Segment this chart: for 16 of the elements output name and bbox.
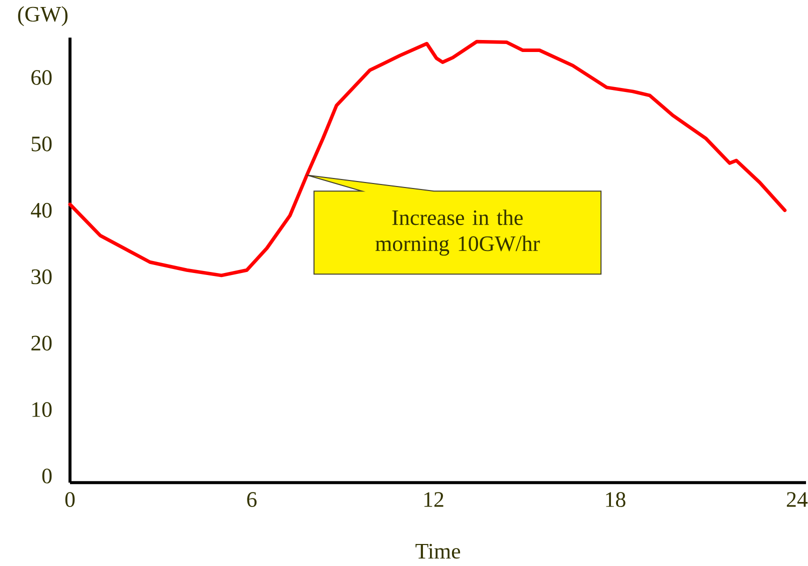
x-tick-label: 6 bbox=[247, 492, 257, 507]
x-axis-title: Time bbox=[416, 544, 460, 559]
y-tick-label: 30 bbox=[32, 269, 52, 284]
y-tick-label: 0 bbox=[42, 468, 52, 484]
y-axis-title: (GW) bbox=[18, 6, 68, 26]
line-series bbox=[68, 40, 787, 278]
x-tick-label: 0 bbox=[65, 492, 75, 508]
annotation: Increase in the morning 10GW/hr bbox=[375, 210, 540, 256]
y-tick-label: 20 bbox=[31, 336, 52, 351]
x-tick-label: 18 bbox=[606, 492, 626, 508]
y-tick-label: 60 bbox=[31, 70, 52, 85]
y-tick-label: 10 bbox=[32, 402, 52, 418]
y-tick-label: 40 bbox=[30, 202, 52, 218]
y-tick-label: 50 bbox=[32, 136, 52, 152]
x-tick-label: 12 bbox=[424, 492, 444, 507]
x-tick-label: 24 bbox=[786, 492, 808, 507]
